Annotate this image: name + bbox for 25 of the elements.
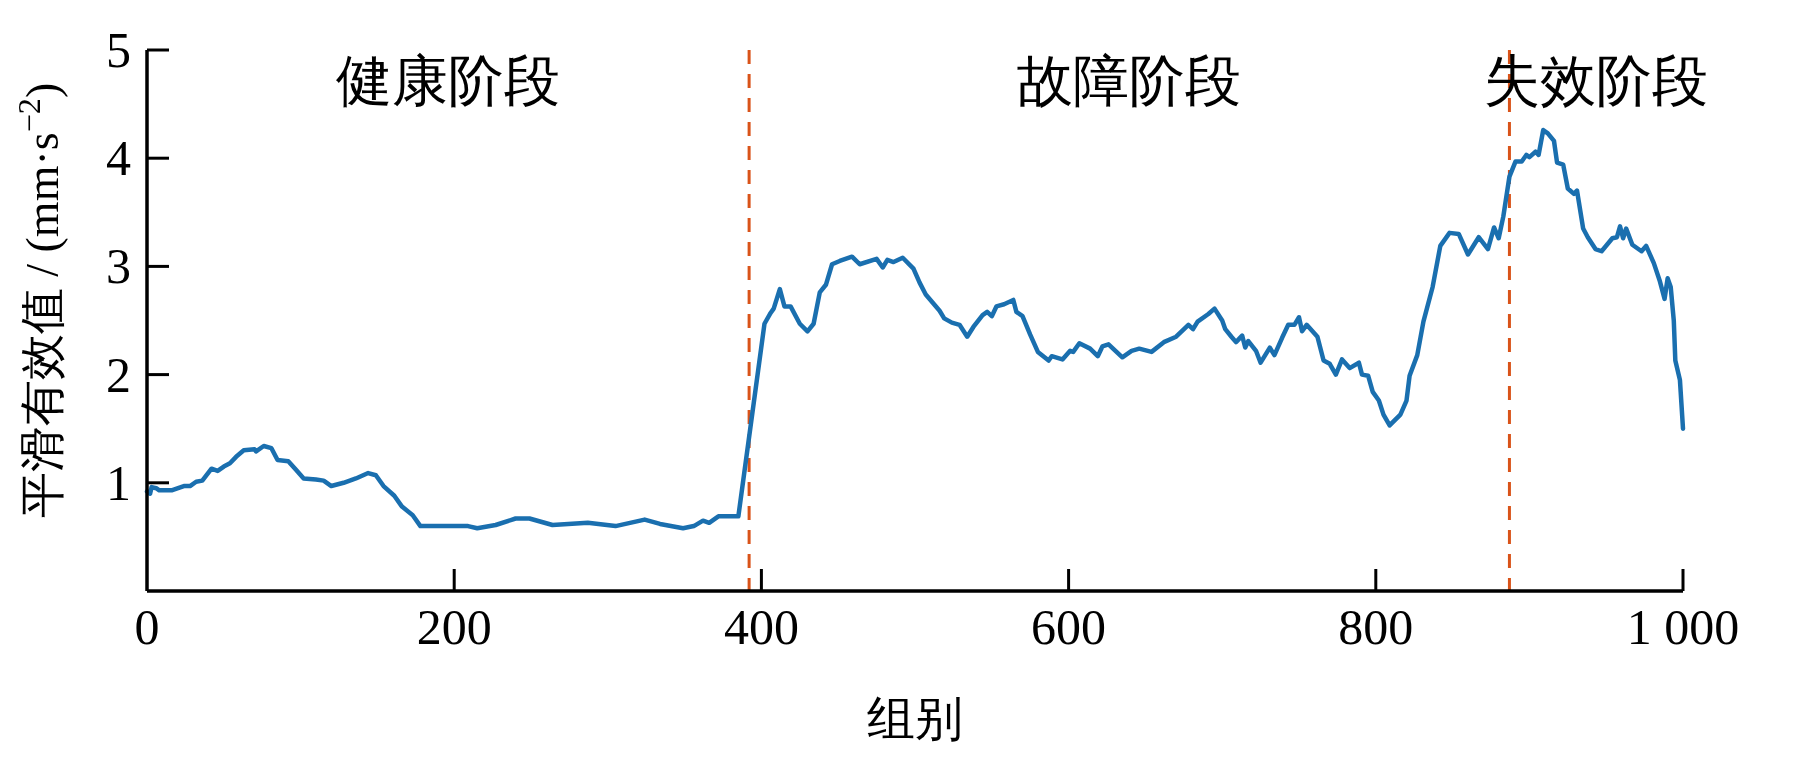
x-tick-label: 400 — [723, 599, 799, 655]
y-tick-label: 2 — [106, 346, 131, 403]
x-axis-tick: 200 — [416, 569, 492, 655]
x-axis-tick: 0 — [134, 599, 160, 655]
x-axis-tick: 800 — [1338, 569, 1414, 655]
y-axis-tick: 3 — [106, 238, 169, 295]
x-tick-label: 800 — [1338, 599, 1414, 655]
annotation: 失效阶段 — [1484, 50, 1709, 112]
x-tick-label: 600 — [1031, 599, 1107, 655]
x-axis-tick: 1 000 — [1626, 569, 1740, 655]
y-axis-tick: 4 — [106, 130, 169, 187]
y-axis-tick: 2 — [106, 346, 169, 403]
x-tick-label: 1 000 — [1626, 599, 1740, 655]
y-tick-label: 3 — [106, 238, 131, 295]
annotation: 健康阶段 — [336, 50, 561, 112]
y-tick-label: 5 — [106, 22, 131, 78]
annotation: 故障阶段 — [1017, 50, 1242, 112]
y-axis-tick: 5 — [106, 22, 169, 78]
x-axis-title: 组别 — [867, 692, 963, 745]
x-tick-label: 200 — [416, 599, 492, 655]
y-tick-label: 1 — [106, 454, 131, 511]
x-axis-tick: 400 — [723, 569, 799, 655]
x-axis-tick: 600 — [1031, 569, 1107, 655]
y-tick-label: 4 — [106, 130, 131, 187]
y-axis-tick: 1 — [106, 454, 169, 511]
